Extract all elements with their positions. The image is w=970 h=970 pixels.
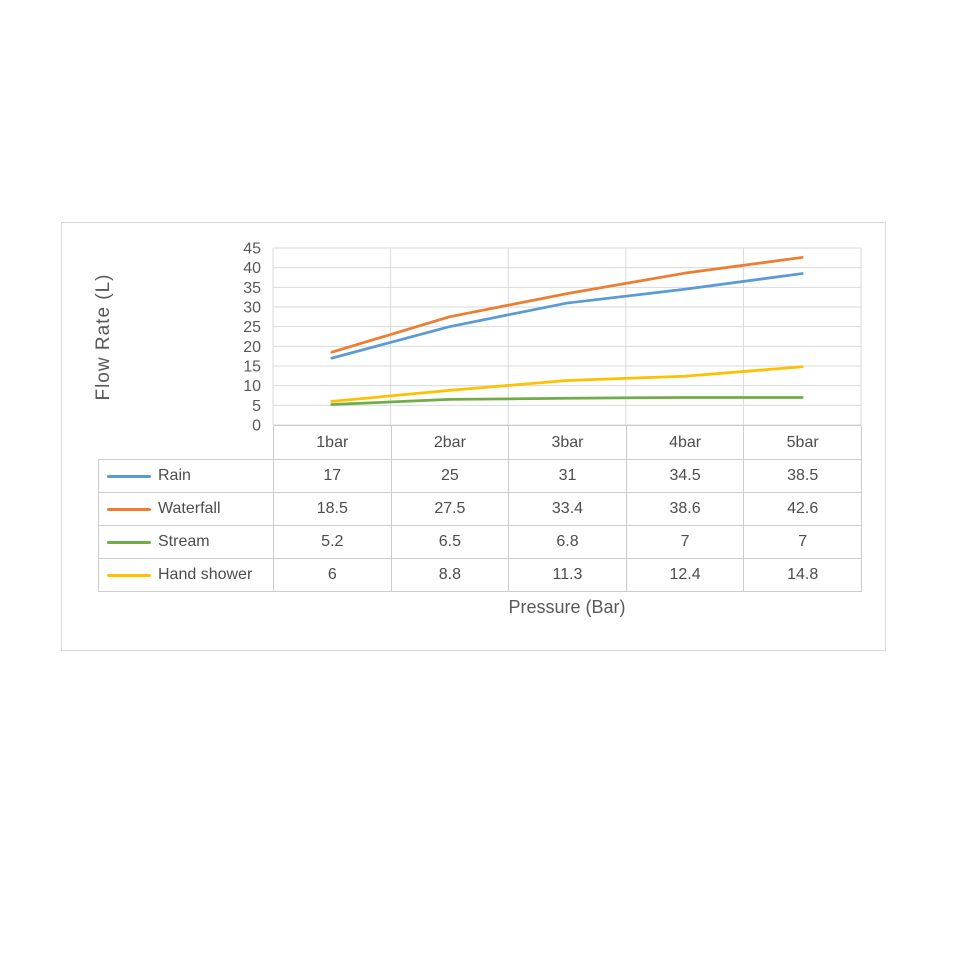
series-name: Rain <box>158 467 191 484</box>
series-line-waterfall <box>330 256 804 354</box>
table-corner-cell <box>99 426 274 460</box>
series-line-hand-shower <box>330 365 804 403</box>
category-header-row: 1bar 2bar 3bar 4bar 5bar <box>99 425 862 460</box>
value-cell: 17 <box>273 459 392 493</box>
table-row-waterfall: Waterfall 18.5 27.5 33.4 38.6 42.6 <box>98 492 862 526</box>
value-cell: 5.2 <box>273 525 392 559</box>
series-line-stream <box>330 396 804 406</box>
y-axis-title: Flow Rate (L) <box>93 273 114 401</box>
value-cell: 14.8 <box>743 558 862 592</box>
value-cell: 8.8 <box>390 558 510 592</box>
value-cell: 18.5 <box>273 492 392 526</box>
category-label: 4bar <box>625 425 745 460</box>
value-cell: 6.8 <box>508 525 627 559</box>
series-name: Waterfall <box>158 500 221 517</box>
value-cell: 33.4 <box>508 492 627 526</box>
y-tick-label: 0 <box>252 418 261 435</box>
value-cell: 27.5 <box>390 492 510 526</box>
series-line-swatch <box>107 474 151 478</box>
y-tick-label: 45 <box>243 241 261 258</box>
category-label: 1bar <box>273 425 392 460</box>
chart-data-table: 1bar 2bar 3bar 4bar 5bar Rain 17 25 31 3… <box>98 425 862 592</box>
series-name: Hand shower <box>158 566 253 583</box>
value-cell: 6 <box>273 558 392 592</box>
value-cell: 31 <box>508 459 627 493</box>
value-cell: 38.5 <box>743 459 862 493</box>
value-cell: 12.4 <box>625 558 745 592</box>
series-line-swatch <box>107 573 151 577</box>
value-cell: 7 <box>743 525 862 559</box>
value-cell: 38.6 <box>625 492 745 526</box>
legend-cell-stream: Stream <box>98 525 274 559</box>
series-name: Stream <box>158 533 210 550</box>
table-row-hand-shower: Hand shower 6 8.8 11.3 12.4 14.8 <box>98 558 862 592</box>
value-cell: 7 <box>625 525 745 559</box>
legend-cell-rain: Rain <box>98 459 274 493</box>
y-tick-label: 30 <box>243 300 261 317</box>
y-tick-label: 35 <box>243 280 261 297</box>
line-chart-svg: 0 5 10 15 20 25 30 35 40 45 <box>243 241 862 435</box>
y-tick-label: 10 <box>243 378 261 395</box>
legend-cell-hand-shower: Hand shower <box>98 558 274 592</box>
series-line-swatch <box>107 540 151 544</box>
y-tick-label: 5 <box>252 398 261 415</box>
table-row-rain: Rain 17 25 31 34.5 38.5 <box>98 459 862 493</box>
value-cell: 25 <box>390 459 510 493</box>
chart-container: 0 5 10 15 20 25 30 35 40 45 Flow Rate (L) 1bar 2b… <box>61 222 886 651</box>
series-line-rain <box>330 272 804 360</box>
legend-cell-waterfall: Waterfall <box>98 492 274 526</box>
series-line-swatch <box>107 507 151 511</box>
x-axis-title: Pressure (Bar) <box>508 597 626 617</box>
category-label: 3bar <box>508 425 627 460</box>
y-tick-label: 25 <box>243 319 261 336</box>
y-tick-label: 40 <box>243 260 261 277</box>
value-cell: 42.6 <box>743 492 862 526</box>
category-label: 2bar <box>390 425 510 460</box>
category-label: 5bar <box>743 425 862 460</box>
table-row-stream: Stream 5.2 6.5 6.8 7 7 <box>98 525 862 559</box>
value-cell: 11.3 <box>508 558 627 592</box>
y-tick-label: 15 <box>243 359 261 376</box>
y-tick-label: 20 <box>243 339 261 356</box>
value-cell: 34.5 <box>625 459 745 493</box>
value-cell: 6.5 <box>390 525 510 559</box>
